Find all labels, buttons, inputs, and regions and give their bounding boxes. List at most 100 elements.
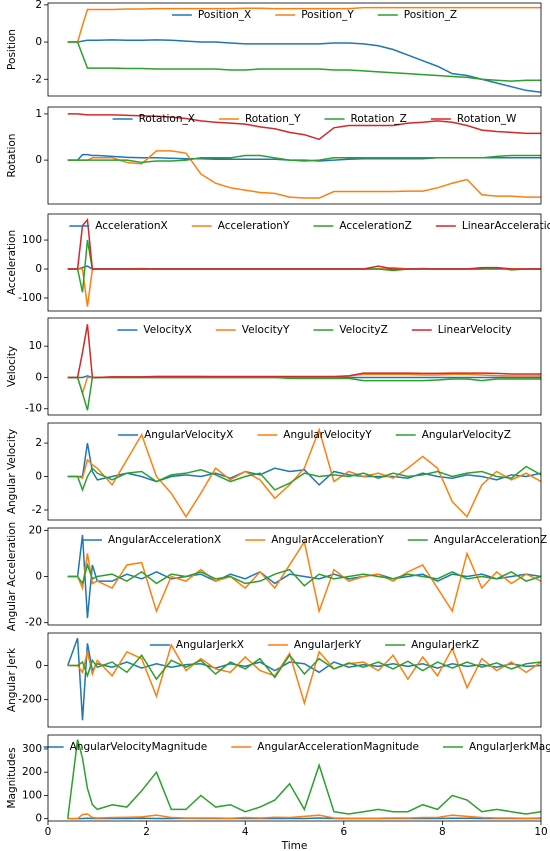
y-tick-label: 100: [22, 234, 42, 246]
series-line: [67, 817, 541, 820]
y-axis-label: Acceleration: [6, 230, 18, 295]
series-line: [67, 643, 541, 706]
series-line: [67, 266, 541, 307]
legend: AngularVelocityMagnitude AngularAccelerat…: [43, 741, 550, 753]
legend-label: LinearAcceleration: [462, 220, 550, 232]
legend-label: AngularAccelerationX: [108, 534, 221, 546]
legend: AccelerationX AccelerationY AccelerationZ L…: [69, 220, 550, 232]
y-tick-label: 0: [35, 571, 42, 583]
legend-label: Position_Z: [404, 9, 457, 21]
series-line: [67, 217, 541, 270]
legend-label: Rotation_Z: [351, 113, 407, 125]
legend-label: AccelerationX: [95, 220, 167, 232]
y-tick-label: -2: [32, 73, 42, 85]
axes-frame: [47, 422, 542, 521]
series-line: [67, 376, 541, 411]
series-line: [67, 465, 541, 493]
axes-frame: [47, 2, 542, 97]
legend-label: AngularAccelerationZ: [434, 534, 547, 546]
legend: AngularAccelerationX AngularAccelerationY…: [81, 534, 547, 546]
legend-label: Position_Y: [301, 9, 354, 21]
legend-label: Position_X: [198, 9, 251, 21]
y-tick-label: 2: [35, 437, 42, 449]
series-line: [67, 562, 541, 587]
legend-label: VelocityX: [143, 324, 191, 336]
series-line: [67, 324, 541, 379]
series-line: [67, 813, 541, 820]
y-axis-label: Rotation: [6, 134, 18, 178]
legend-label: LinearVelocity: [438, 324, 512, 336]
y-tick-label: -2: [32, 504, 42, 516]
legend-label: AngularVelocityZ: [422, 429, 511, 441]
axes-frame: [47, 632, 542, 728]
axes-frame: [47, 734, 542, 822]
y-tick-label: -200: [18, 694, 42, 706]
legend-label: AccelerationY: [218, 220, 290, 232]
legend-label: Rotation_Y: [245, 113, 301, 125]
y-tick-label: 0: [35, 154, 42, 166]
series-line: [67, 653, 541, 681]
x-tick-label: 0: [45, 826, 52, 838]
y-tick-label: 0: [35, 813, 42, 825]
axes-frame: [47, 527, 542, 626]
legend-label: AngularAccelerationY: [271, 534, 384, 546]
y-tick-label: 0: [35, 659, 42, 671]
x-tick-label: 4: [242, 826, 249, 838]
y-tick-label: 0: [35, 36, 42, 48]
y-tick-label: -100: [18, 292, 42, 304]
series-line: [67, 113, 541, 141]
y-tick-label: -20: [25, 617, 42, 629]
legend: VelocityX VelocityY VelocityZ LinearVelocit…: [117, 324, 512, 336]
series-line: [67, 6, 541, 43]
legend-label: AngularJerkY: [294, 639, 362, 651]
series-line: [67, 41, 541, 82]
x-tick-label: 6: [340, 826, 347, 838]
axes-frame: [47, 213, 542, 312]
y-tick-label: 10: [29, 340, 42, 352]
series-line: [67, 39, 541, 94]
y-axis-label: Velocity: [6, 346, 18, 387]
y-axis-label: Position: [6, 29, 18, 70]
legend-label: AngularVelocityMagnitude: [70, 741, 208, 753]
series-line: [67, 427, 541, 519]
legend-label: AngularVelocityY: [283, 429, 372, 441]
series-line: [67, 539, 541, 614]
x-tick-label: 2: [143, 826, 150, 838]
y-tick-label: 300: [22, 743, 42, 755]
legend: AngularVelocityX AngularVelocityY AngularV…: [118, 429, 511, 441]
y-tick-label: 100: [22, 789, 42, 801]
legend-label: AngularJerkMagnitude: [469, 741, 550, 753]
x-axis-label: Time: [281, 840, 308, 851]
legend-label: Rotation_W: [457, 113, 517, 125]
legend-label: AccelerationZ: [339, 220, 411, 232]
legend-label: AngularJerkZ: [411, 639, 479, 651]
legend: Rotation_X Rotation_Y Rotation_Z Rotation_W: [112, 113, 517, 125]
legend-label: AngularVelocityX: [144, 429, 233, 441]
legend-label: AngularAccelerationMagnitude: [257, 741, 419, 753]
series-line: [66, 739, 541, 819]
legend-label: VelocityZ: [339, 324, 387, 336]
y-tick-label: 0: [35, 263, 42, 275]
axes-frame: [47, 317, 542, 416]
legend-label: AngularJerkX: [176, 639, 244, 651]
legend-label: Rotation_X: [139, 113, 195, 125]
series-line: [67, 150, 541, 199]
legend-label: VelocityY: [242, 324, 290, 336]
y-tick-label: 2: [35, 0, 42, 11]
y-tick-label: 0: [35, 371, 42, 383]
y-tick-label: 20: [29, 524, 42, 536]
y-tick-label: 200: [22, 766, 42, 778]
y-axis-label: Angular Jerk: [6, 647, 18, 712]
series-line: [67, 534, 541, 619]
series-line: [67, 442, 541, 486]
x-tick-label: 10: [534, 826, 547, 838]
y-tick-label: -10: [25, 403, 42, 415]
x-tick-label: 8: [439, 826, 446, 838]
y-tick-label: 0: [35, 471, 42, 483]
series-line: [67, 154, 541, 164]
legend: Position_X Position_Y Position_Z: [171, 9, 457, 21]
legend: AngularJerkX AngularJerkY AngularJerkZ: [149, 639, 479, 651]
y-axis-label: Angular Acceleration: [6, 522, 18, 631]
y-tick-label: 1: [35, 108, 42, 120]
